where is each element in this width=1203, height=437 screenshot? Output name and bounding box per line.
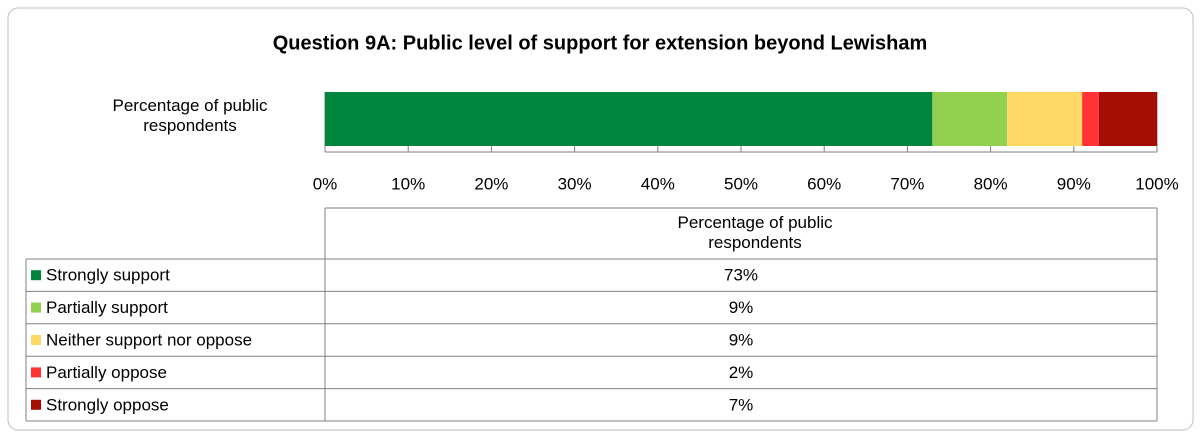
x-tick-label: 40% xyxy=(641,174,675,193)
legend-key xyxy=(31,367,41,378)
category-label: Percentage of public respondents xyxy=(112,96,268,135)
x-tick-label: 20% xyxy=(474,174,508,193)
legend-key xyxy=(31,335,41,345)
x-tick-label: 90% xyxy=(1057,174,1091,193)
bar-segment xyxy=(1007,92,1083,146)
data-label: 9% xyxy=(729,330,754,349)
bar-segment xyxy=(325,92,933,146)
data-label: 2% xyxy=(729,363,754,382)
legend-key xyxy=(31,399,41,410)
bar-segment xyxy=(1082,92,1099,146)
x-tick-label: 30% xyxy=(558,174,592,193)
legend-label: Partially support xyxy=(46,298,168,317)
bar-segment xyxy=(1098,92,1157,146)
legend-label: Neither support nor oppose xyxy=(46,330,252,349)
x-tick-label: 10% xyxy=(391,174,425,193)
legend-key xyxy=(31,270,41,281)
legend-label: Strongly oppose xyxy=(46,395,169,414)
bar-segment xyxy=(932,92,1008,146)
data-label: 7% xyxy=(729,395,754,414)
x-tick-label: 50% xyxy=(724,174,758,193)
chart-title: Question 9A: Public level of support for… xyxy=(273,32,928,54)
x-tick-label: 70% xyxy=(890,174,924,193)
chart-border xyxy=(7,7,1194,431)
x-tick-label: 60% xyxy=(807,174,841,193)
legend-key xyxy=(31,302,41,313)
legend-label: Strongly support xyxy=(46,266,170,285)
x-tick-label: 0% xyxy=(313,174,338,193)
x-tick-label: 100% xyxy=(1135,174,1178,193)
data-label: 73% xyxy=(724,266,758,285)
x-tick-label: 80% xyxy=(974,174,1008,193)
data-label: 9% xyxy=(729,298,754,317)
legend-label: Partially oppose xyxy=(46,363,167,382)
table-header: Percentage of public respondents xyxy=(677,213,833,252)
